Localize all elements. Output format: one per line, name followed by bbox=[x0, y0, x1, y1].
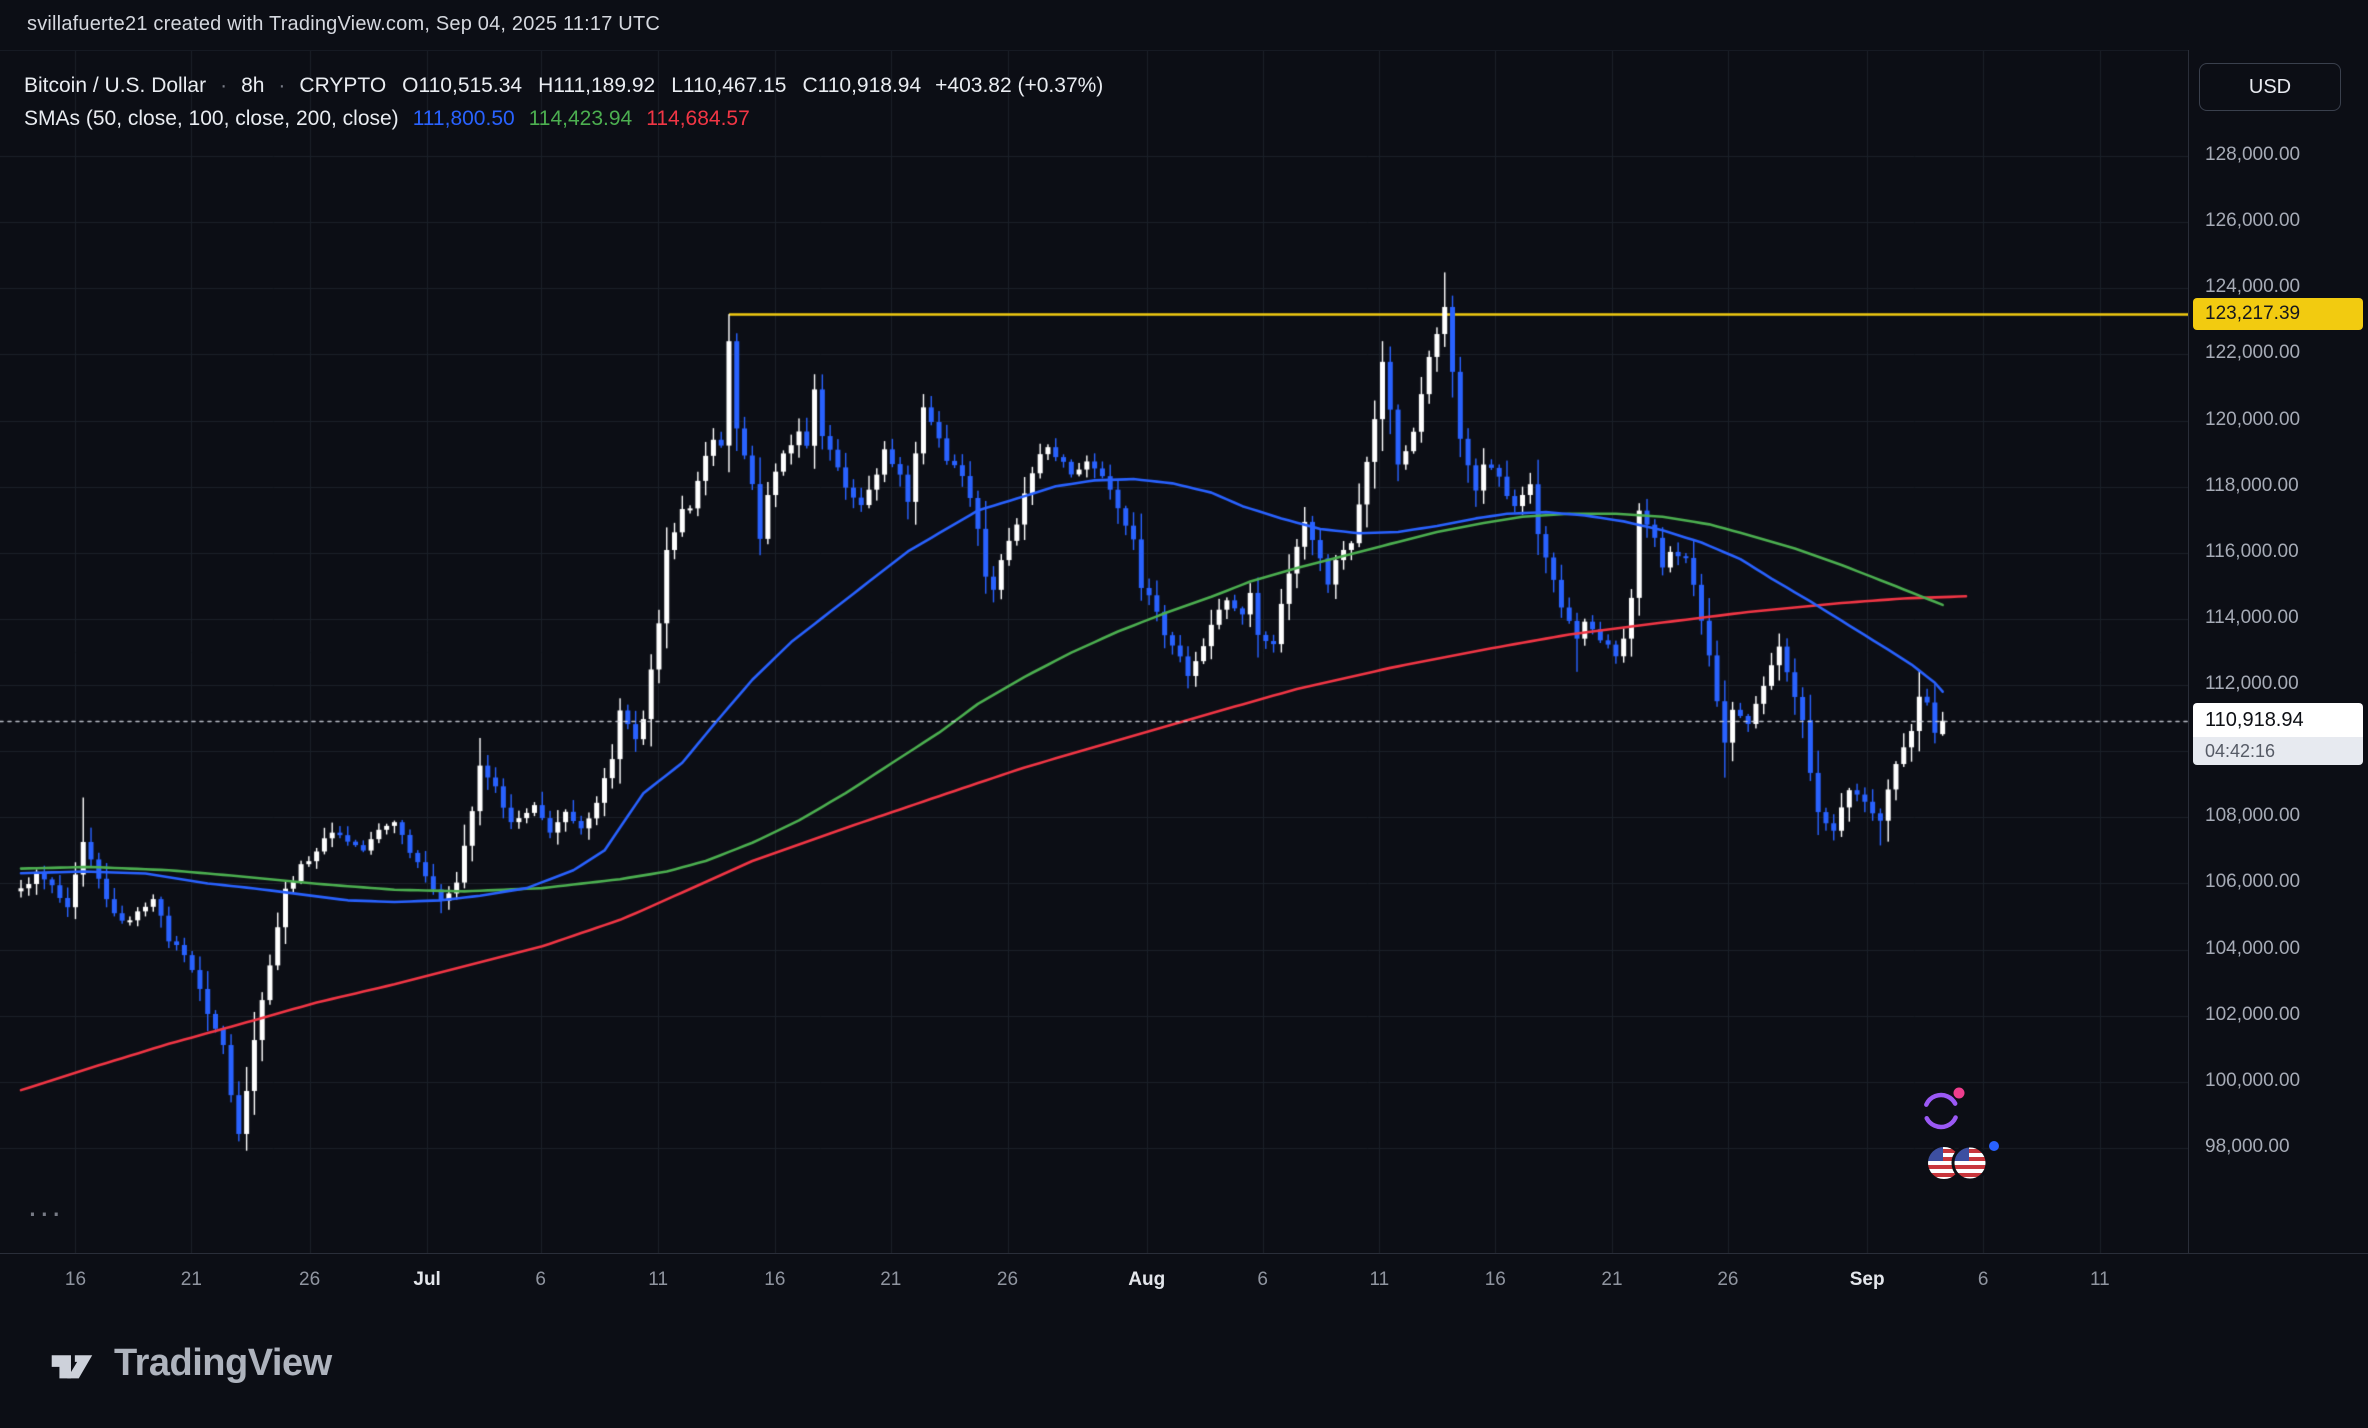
time-tick-label: 6 bbox=[535, 1269, 546, 1290]
economic-event-flags-icon[interactable] bbox=[1922, 1137, 2002, 1185]
time-axis[interactable]: 16 21 26 Jul 6 11 16 21 26 Aug 6 11 16 21 26 Sep 6 11 bbox=[0, 1253, 2368, 1314]
time-tick-label: 16 bbox=[1484, 1269, 1506, 1290]
sma100-value: 114,423.94 bbox=[528, 106, 633, 130]
tradingview-logo[interactable]: TradingView bbox=[44, 1336, 332, 1390]
price-tick-label: 104,000.00 bbox=[2205, 937, 2301, 959]
current-price-value: 110,918.94 bbox=[2193, 702, 2363, 737]
tradingview-logo-icon bbox=[51, 1355, 93, 1379]
current-price-label: 110,918.94 04:42:16 bbox=[2193, 702, 2363, 765]
time-tick-label: 26 bbox=[996, 1269, 1019, 1290]
pane-more-button[interactable]: ... bbox=[28, 1187, 64, 1223]
ohlc-low: L110,467.15 bbox=[671, 73, 787, 97]
price-tick-label: 112,000.00 bbox=[2205, 673, 2299, 695]
time-tick-label: 16 bbox=[64, 1269, 87, 1290]
attribution-text: svillafuerte21 created with TradingView.… bbox=[27, 13, 661, 35]
symbol-title[interactable]: Bitcoin / U.S. Dollar bbox=[24, 73, 207, 97]
time-tick-label: 6 bbox=[1257, 1269, 1268, 1290]
price-tick-label: 114,000.00 bbox=[2205, 606, 2299, 628]
bar-countdown: 04:42:16 bbox=[2193, 736, 2363, 765]
price-tick-label: 118,000.00 bbox=[2205, 474, 2299, 496]
price-tick-label: 106,000.00 bbox=[2205, 871, 2301, 893]
time-tick-label: Aug bbox=[1128, 1269, 1166, 1290]
price-tick-label: 102,000.00 bbox=[2205, 1003, 2301, 1025]
legend-separator: · bbox=[278, 73, 286, 97]
time-tick-label: 21 bbox=[1601, 1269, 1623, 1290]
price-chart-canvas[interactable] bbox=[0, 51, 2188, 1254]
price-tick-label: 126,000.00 bbox=[2205, 210, 2301, 232]
ohlc-open: O110,515.34 bbox=[402, 73, 523, 97]
price-tick-label: 122,000.00 bbox=[2205, 342, 2301, 364]
exchange-label: CRYPTO bbox=[299, 73, 387, 97]
ai-sparkle-event-icon[interactable] bbox=[1915, 1084, 1967, 1136]
time-tick-label: 26 bbox=[299, 1269, 321, 1290]
time-tick-label: Jul bbox=[413, 1269, 441, 1290]
time-tick-label: 26 bbox=[1717, 1269, 1739, 1290]
event-count-dot bbox=[1989, 1141, 1999, 1151]
price-axis[interactable]: USD 128,000.00 126,000.00 124,000.00 122,00… bbox=[2188, 50, 2368, 1253]
ohlc-high: H111,189.92 bbox=[538, 73, 656, 97]
time-tick-label: 16 bbox=[764, 1269, 786, 1290]
tradingview-brand-text: TradingView bbox=[114, 1341, 332, 1384]
interval-label[interactable]: 8h bbox=[241, 73, 265, 97]
time-tick-label: 21 bbox=[180, 1269, 202, 1290]
chart-legend: Bitcoin / U.S. Dollar · 8h · CRYPTO O110… bbox=[24, 69, 1103, 135]
currency-toggle-button[interactable]: USD bbox=[2199, 63, 2341, 111]
yellow-price-label: 123,217.39 bbox=[2193, 298, 2363, 331]
time-tick-label: 11 bbox=[648, 1269, 669, 1290]
symbol-legend-row: Bitcoin / U.S. Dollar · 8h · CRYPTO O110… bbox=[24, 69, 1103, 102]
price-tick-label: 128,000.00 bbox=[2205, 144, 2301, 165]
time-tick-label: Sep bbox=[1849, 1269, 1885, 1290]
price-tick-label: 120,000.00 bbox=[2205, 408, 2301, 430]
price-tick-label: 108,000.00 bbox=[2205, 805, 2301, 827]
sma-indicator-label[interactable]: SMAs (50, close, 100, close, 200, close) bbox=[24, 106, 399, 130]
chart-pane: Bitcoin / U.S. Dollar · 8h · CRYPTO O110… bbox=[0, 50, 2188, 1254]
legend-separator: · bbox=[220, 73, 228, 97]
ohlc-close: C110,918.94 bbox=[802, 73, 922, 97]
change-label: +403.82 (+0.37%) bbox=[935, 73, 1104, 97]
price-tick-label: 116,000.00 bbox=[2205, 540, 2299, 562]
time-tick-label: 21 bbox=[880, 1269, 902, 1290]
time-tick-label: 11 bbox=[1369, 1269, 1390, 1290]
sma-legend-row: SMAs (50, close, 100, close, 200, close)… bbox=[24, 102, 1103, 135]
price-tick-label: 98,000.00 bbox=[2205, 1136, 2290, 1157]
time-tick-label: 6 bbox=[1977, 1269, 1989, 1290]
price-tick-label: 124,000.00 bbox=[2205, 276, 2301, 298]
time-tick-label: 11 bbox=[2089, 1269, 2110, 1290]
sma50-value: 111,800.50 bbox=[412, 106, 515, 130]
price-tick-label: 100,000.00 bbox=[2205, 1069, 2301, 1091]
sma200-value: 114,684.57 bbox=[646, 106, 750, 130]
